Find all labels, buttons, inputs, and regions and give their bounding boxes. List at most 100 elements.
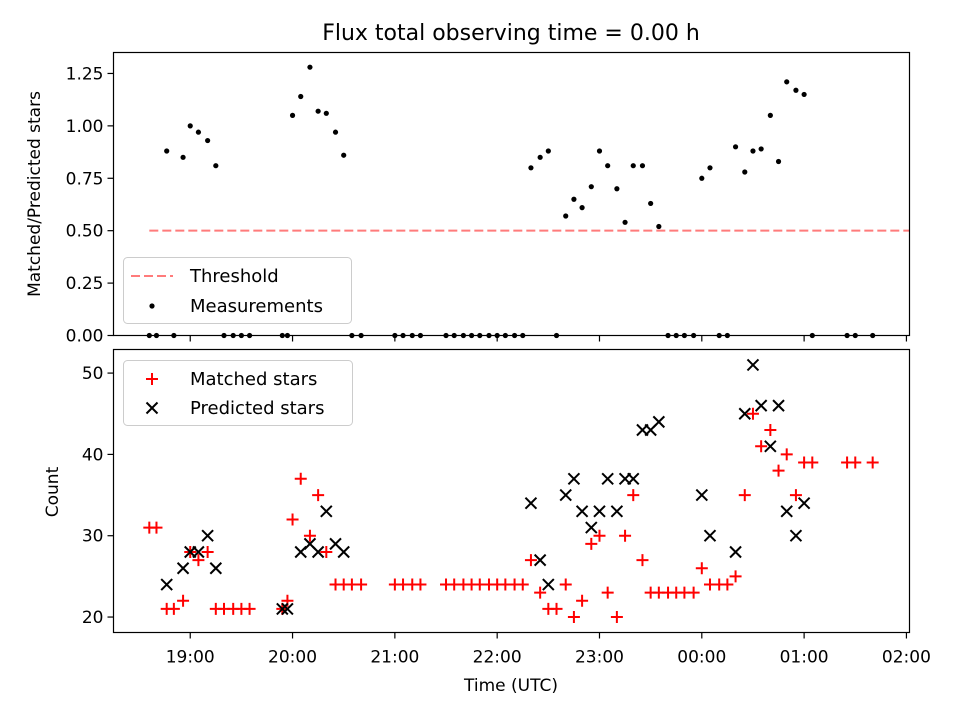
bottom-xticks: 19:00 20:00 21:00 22:00 23:00 00:00 01:00 02:00	[166, 632, 931, 668]
matched-star-marker	[729, 570, 742, 583]
predicted-star-marker	[567, 472, 581, 486]
measurement-point	[614, 186, 620, 192]
top-legend-box	[123, 257, 352, 324]
predicted-star-marker	[797, 496, 811, 510]
measurement-point	[341, 152, 347, 158]
predicted-star-marker	[160, 578, 173, 591]
measurement-point	[784, 79, 790, 85]
predicted-star-marker	[610, 505, 624, 518]
predicted-star-marker	[764, 440, 777, 453]
predicted-star-marker	[772, 399, 785, 412]
measurement-point	[742, 169, 748, 175]
bottom-xlabel: Time (UTC)	[463, 676, 558, 696]
matched-star-marker	[550, 602, 563, 615]
top-xticks	[189, 335, 908, 342]
measurement-point	[732, 144, 739, 150]
matched-star-marker	[534, 586, 547, 599]
measurement-point	[537, 154, 543, 160]
measurement-point	[605, 163, 611, 169]
matched-star-marker	[610, 611, 623, 624]
matched-star-marker	[201, 545, 214, 558]
bottom-legend-box	[123, 360, 353, 426]
predicted-star-marker	[754, 399, 768, 412]
measurement-point	[596, 148, 603, 154]
bottom-xtick-label: 01:00	[780, 648, 829, 668]
measurement-point	[528, 165, 534, 171]
predicted-star-marker	[729, 545, 742, 559]
matched-star-marker	[150, 521, 163, 534]
legend-threshold-label: Threshold	[189, 266, 279, 287]
bottom-ylabel: Count	[43, 466, 63, 517]
predicted-star-marker	[542, 578, 555, 591]
matched-star-marker	[294, 472, 307, 485]
bottom-legend: Matched stars Predicted stars	[123, 360, 353, 426]
matched-star-marker	[567, 611, 580, 624]
predicted-star-marker	[703, 529, 717, 542]
matched-star-marker	[695, 562, 708, 575]
measurement-point	[315, 108, 321, 114]
matched-star-marker	[619, 529, 632, 542]
matched-star-marker	[320, 545, 333, 558]
matched-star-marker	[687, 586, 700, 599]
bottom-axes-frame	[112, 348, 911, 634]
top-title: Flux total observing time = 0.00 h	[322, 21, 700, 46]
predicted-star-marker	[601, 472, 614, 486]
bottom-ytick-label: 30	[82, 527, 104, 547]
top-ytick-label: 1.00	[66, 117, 104, 137]
predicted-star-marker	[575, 505, 589, 518]
matched-star-marker	[772, 464, 785, 477]
matched-star-marker	[355, 578, 368, 591]
matched-star-marker	[303, 529, 316, 542]
legend-predicted-swatch	[145, 401, 159, 415]
predicted-star-marker	[789, 529, 803, 542]
predicted-star-marker	[524, 496, 538, 510]
measurement-point	[323, 110, 329, 116]
measurement-point	[213, 163, 219, 169]
matched-star-marker	[806, 456, 819, 469]
matched-star-marker	[738, 489, 751, 502]
predicted-star-marker	[320, 505, 333, 518]
matched-star-marker	[593, 529, 606, 542]
measurement-point	[180, 154, 186, 160]
predicted-star-marker	[593, 505, 606, 518]
top-ytick-label: 0.75	[66, 169, 104, 189]
matched-star-marker	[286, 513, 299, 526]
predicted-star-marker	[276, 602, 289, 616]
matched-star-marker	[780, 448, 793, 461]
matched-star-marker	[755, 440, 768, 453]
bottom-xtick-label: 00:00	[677, 648, 726, 668]
matched-star-marker	[601, 586, 614, 599]
bottom-xtick-label: 22:00	[473, 648, 522, 668]
matched-star-marker	[177, 594, 190, 607]
predicted-star-marker	[738, 407, 751, 420]
measurement-point	[571, 196, 577, 202]
legend-measurements-label: Measurements	[190, 296, 323, 317]
top-ytick-label: 0.00	[66, 327, 104, 347]
predicted-star-marker	[533, 553, 547, 567]
predicted-star-marker	[627, 472, 640, 486]
matched-star-marker	[636, 554, 649, 567]
bottom-xtick-label: 23:00	[575, 648, 624, 668]
matched-star-marker	[866, 456, 879, 469]
matched-star-marker	[524, 554, 537, 567]
predicted-star-marker	[652, 415, 666, 429]
matched-star-marker	[627, 489, 640, 502]
measurement-point	[298, 93, 304, 100]
predicted-star-marker	[337, 545, 350, 559]
bottom-xtick-label: 02:00	[882, 648, 931, 668]
bottom-ytick-label: 40	[82, 445, 104, 465]
measurement-point	[205, 137, 211, 144]
measurement-point	[545, 148, 551, 154]
measurement-point	[630, 163, 636, 169]
top-axes-frame	[112, 51, 911, 337]
measurement-point	[750, 148, 756, 154]
matched-star-marker	[167, 602, 180, 615]
bottom-ytick-label: 20	[82, 608, 104, 628]
bottom-panel: Count Time (UTC) 20 30 40 50 19:00 20:00 21:0…	[43, 348, 931, 696]
predicted-star-marker	[209, 562, 223, 575]
measurement-point	[622, 219, 628, 225]
measurement-point	[758, 146, 764, 152]
predicted-star-marker	[201, 529, 214, 542]
top-ytick-label: 0.25	[66, 274, 104, 294]
